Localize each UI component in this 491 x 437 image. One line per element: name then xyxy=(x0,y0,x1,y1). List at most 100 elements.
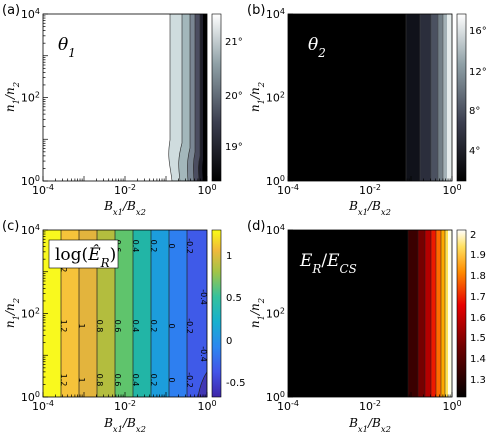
panel-c-band-8 xyxy=(169,230,188,397)
panel-d-label: (d) xyxy=(247,219,265,234)
y-tick-label: 102 xyxy=(266,90,285,105)
panel-d-colorbar-tick-7: 1.3 xyxy=(470,375,486,386)
panel-a-ylabel: n1/n2 xyxy=(3,82,21,112)
x-tick-label: 10-4 xyxy=(277,183,299,198)
y-tick-label: 102 xyxy=(266,306,285,321)
y-tick-label: 104 xyxy=(21,7,40,22)
panel-c-contour-label-1c: 1 xyxy=(77,377,86,382)
x-tick-label: 10-2 xyxy=(114,183,136,198)
panel-c-title-box xyxy=(48,239,119,269)
x-tick-label: 100 xyxy=(442,183,461,198)
x-tick-label: 10-4 xyxy=(277,399,299,414)
y-tick-label: 100 xyxy=(21,390,40,405)
panel-c-xlabel: Bx1/Bx2 xyxy=(103,416,146,434)
panel-c-contour-label-7b: -0.2 xyxy=(185,318,194,334)
panel-c-colorbar-tick-1: 0.5 xyxy=(226,293,242,304)
panel-a-colorbar-ticks: 21° 20° 19° xyxy=(225,37,243,153)
panel-c-contour-label-8: -0.4 xyxy=(199,289,208,305)
panel-d-contour-band-8 xyxy=(448,230,452,397)
panel-c-colorbar-tick-3: -0.5 xyxy=(226,378,246,389)
x-tick-label: 10-4 xyxy=(32,399,54,414)
panel-c-contour-label-6b: 0 xyxy=(167,323,176,328)
panel-d-y-axis: 100 102 104 xyxy=(266,223,293,405)
y-tick-label: 100 xyxy=(266,390,285,405)
panel-c-colorbar-tick-0: 1 xyxy=(226,251,232,262)
panel-c-contour-label-0c: 1.2 xyxy=(59,374,68,387)
x-tick-label: 10-2 xyxy=(359,183,381,198)
y-tick-label: 102 xyxy=(21,90,40,105)
panel-b-colorbar xyxy=(456,13,467,182)
panel-c-corner-band xyxy=(198,372,207,397)
panel-c-title: log(ÊR) xyxy=(55,244,116,270)
panel-a-xlabel: Bx1/Bx2 xyxy=(103,199,146,217)
panel-b-colorbar-tick-0: 16° xyxy=(469,26,487,37)
panel-c-contour-label-2b: 0.8 xyxy=(95,320,104,333)
panel-a-plot xyxy=(43,14,207,181)
panel-c-contour-label-6c: 0 xyxy=(167,377,176,382)
x-tick-label: 100 xyxy=(197,399,216,414)
panel-c-contour-label-3c: 0.6 xyxy=(113,374,122,387)
panel-b-xlabel: Bx1/Bx2 xyxy=(348,199,391,217)
y-tick-label: 100 xyxy=(266,174,285,189)
panel-d-xlabel: Bx1/Bx2 xyxy=(348,416,391,434)
panel-c-contour-label-4b: 0.4 xyxy=(131,320,140,333)
panel-d-colorbar-tick-0: 2 xyxy=(470,230,476,241)
x-tick-label: 10-4 xyxy=(32,183,54,198)
panel-c-contour-label-6: 0 xyxy=(167,243,176,248)
y-tick-label: 104 xyxy=(266,223,285,238)
panel-c-band-9 xyxy=(187,230,207,397)
panel-a-x-axis: 10-4 10-2 100 xyxy=(32,176,217,197)
panel-d-colorbar-ticks: 2 1.9 1.8 1.7 1.6 1.5 1.4 1.3 xyxy=(470,230,486,386)
panel-b-colorbar-tick-3: 4° xyxy=(469,146,480,157)
panel-c-contour-label-4c: 0.4 xyxy=(131,374,140,387)
panel-d: (d) ER/ECS 10-4 10-2 100 100 102 104 Bx1/Bx2… xyxy=(247,219,486,434)
panel-a-colorbar-tick-0: 21° xyxy=(225,37,243,48)
y-tick-label: 102 xyxy=(21,306,40,321)
panel-d-colorbar-tick-1: 1.9 xyxy=(470,250,486,261)
panel-c: 1.2 1.2 1.2 1 1 1 0.8 0.8 0.8 0.6 0.6 0.… xyxy=(2,219,246,434)
panel-a-colorbar xyxy=(211,13,222,182)
panel-c-contour-label-5c: 0.2 xyxy=(149,374,158,387)
panel-d-colorbar-tick-2: 1.8 xyxy=(470,271,486,282)
panel-c-label: (c) xyxy=(2,219,19,234)
panel-d-colorbar-tick-4: 1.6 xyxy=(470,313,486,324)
y-tick-label: 100 xyxy=(21,174,40,189)
panel-c-contour-label-7c: -0.2 xyxy=(185,372,194,388)
panel-c-contour-label-2c: 0.8 xyxy=(95,374,104,387)
panel-b-label: (b) xyxy=(247,3,265,18)
panel-d-colorbar xyxy=(456,229,467,398)
panel-c-contour-label-0b: 1.2 xyxy=(59,320,68,333)
panel-c-band-5 xyxy=(115,230,134,397)
x-tick-label: 10-2 xyxy=(359,399,381,414)
panel-b-contour-band-6 xyxy=(447,14,452,181)
panel-b-colorbar-tick-2: 8° xyxy=(469,106,480,117)
panel-d-colorbar-tick-5: 1.5 xyxy=(470,333,486,344)
panel-d-title: ER/ECS xyxy=(299,251,357,276)
panel-c-band-2 xyxy=(61,230,80,397)
panel-d-colorbar-tick-6: 1.4 xyxy=(470,354,486,365)
y-tick-label: 104 xyxy=(266,7,285,22)
panel-c-band-3 xyxy=(79,230,98,397)
panel-c-colorbar xyxy=(211,229,222,398)
panel-c-contour-label-8b: -0.4 xyxy=(199,346,208,362)
panel-b-colorbar-tick-1: 12° xyxy=(469,67,487,78)
panel-c-ylabel: n1/n2 xyxy=(3,298,21,328)
panel-b-ylabel: n1/n2 xyxy=(248,82,266,112)
panel-d-colorbar-tick-3: 1.7 xyxy=(470,292,486,303)
panel-a-contour-band-6 xyxy=(202,14,207,181)
panel-a-colorbar-tick-1: 20° xyxy=(225,91,243,102)
panel-c-colorbar-tick-2: 0 xyxy=(226,336,232,347)
panel-a-colorbar-tick-2: 19° xyxy=(225,142,243,153)
panel-b-colorbar-ticks: 16° 12° 8° 4° xyxy=(469,26,487,157)
panel-c-colorbar-ticks: 1 0.5 0 -0.5 xyxy=(226,251,246,389)
panel-c-contour-label-7: -0.2 xyxy=(185,238,194,254)
panel-c-contour-label-1b: 1 xyxy=(77,323,86,328)
panel-a: (a) θ1 10-4 10-2 100 100 102 104 Bx1/Bx2 n1/… xyxy=(2,3,243,217)
x-tick-label: 100 xyxy=(197,183,216,198)
panel-c-x-axis: 10-4 10-2 100 xyxy=(32,392,217,413)
panel-b-plot xyxy=(288,14,452,181)
panel-d-x-axis: 10-4 10-2 100 xyxy=(277,392,462,413)
panel-a-label: (a) xyxy=(2,3,20,18)
panel-c-y-axis: 100 102 104 xyxy=(21,223,48,405)
